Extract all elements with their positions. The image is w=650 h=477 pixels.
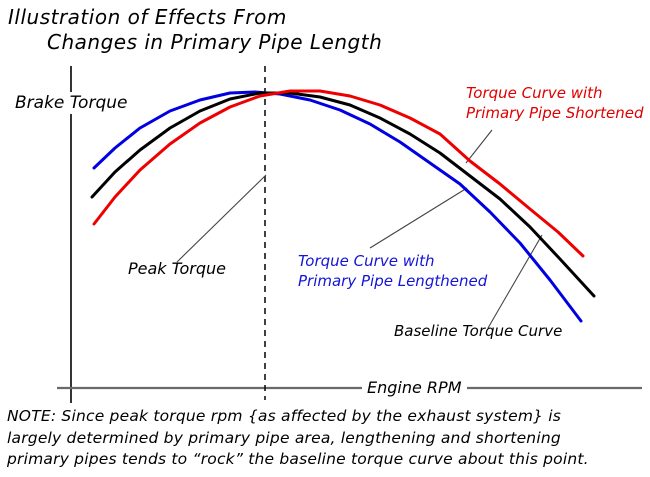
baseline-curve-annotation: Baseline Torque Curve xyxy=(394,322,563,340)
chart-title-line2: Changes in Primary Pipe Length xyxy=(47,30,383,54)
footnote-line3: primary pipes tends to “rock” the baseli… xyxy=(7,450,589,468)
lengthened-label-leader xyxy=(369,187,468,249)
footnote: NOTE: Since peak torque rpm {as affected… xyxy=(7,406,589,471)
footnote-line1: NOTE: Since peak torque rpm {as affected… xyxy=(7,407,562,425)
peak-torque-leader xyxy=(176,174,267,263)
peak-torque-annotation: Peak Torque xyxy=(128,259,226,278)
curves-group xyxy=(90,89,596,323)
chart-title-line1: Illustration of Effects From xyxy=(8,5,287,29)
lengthened-annotation-line1: Torque Curve with xyxy=(298,252,435,270)
curve-torque-curve-with-primary-pipe-shortened xyxy=(92,89,585,258)
axes-group xyxy=(57,66,642,403)
x-axis-label: Engine RPM xyxy=(362,377,467,398)
shortened-annotation-line2: Primary Pipe Shortened xyxy=(466,104,644,122)
lengthened-annotation-line2: Primary Pipe Lengthened xyxy=(298,272,488,290)
shortened-curve-annotation: Torque Curve with Primary Pipe Shortened xyxy=(466,83,643,123)
shortened-annotation-line1: Torque Curve with xyxy=(466,84,603,102)
baseline-label-leader xyxy=(487,234,543,329)
curve-baseline-torque-curve xyxy=(90,91,596,298)
leader-lines-group xyxy=(176,129,543,329)
y-axis-label: Brake Torque xyxy=(10,92,133,114)
curve-torque-curve-with-primary-pipe-lengthened xyxy=(92,90,583,323)
footnote-line2: largely determined by primary pipe area,… xyxy=(7,428,561,447)
shortened-label-leader xyxy=(465,129,493,164)
lengthened-curve-annotation: Torque Curve with Primary Pipe Lengthene… xyxy=(298,251,487,291)
